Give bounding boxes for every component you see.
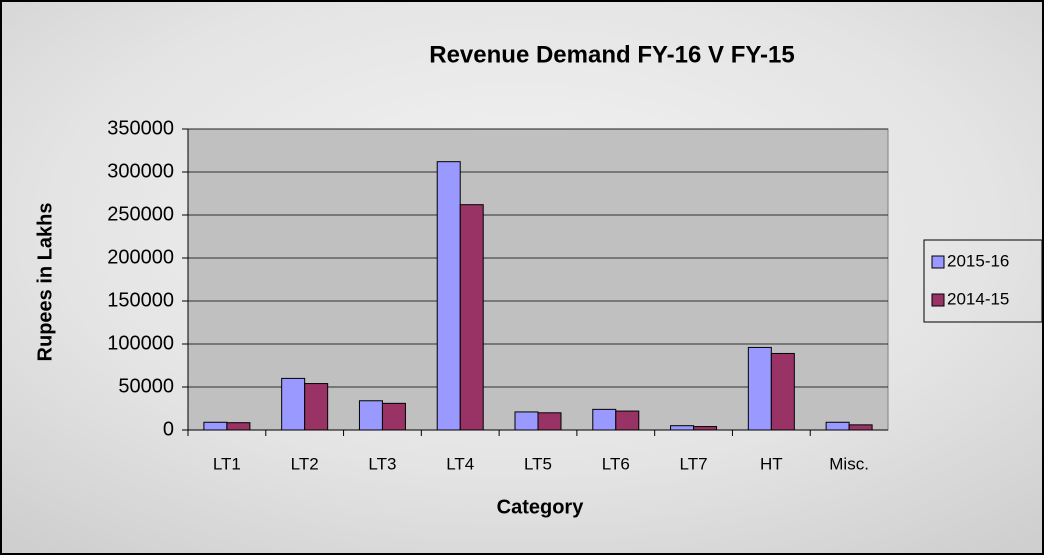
bar [514,411,539,431]
x-axis-label: Category [497,496,585,518]
bar [381,402,406,431]
y-tick-label: 100000 [107,332,174,354]
legend-label: 2015-16 [947,251,1009,270]
y-tick-label: 50000 [118,375,174,397]
x-tick-label: LT6 [602,454,630,473]
bar [459,204,484,431]
x-tick-label: LT4 [446,454,474,473]
bar [304,383,329,431]
bar [770,352,795,431]
legend-label: 2014-15 [947,289,1009,308]
x-tick-label: LT7 [680,454,708,473]
y-tick-label: 250000 [107,203,174,225]
bar [592,408,617,431]
x-tick-label: LT3 [368,454,396,473]
y-tick-label: 350000 [107,117,174,139]
y-axis-label: Rupees in Lakhs [34,203,56,362]
bar [537,412,562,431]
bar [825,421,850,431]
bar [281,377,306,431]
x-tick-label: LT1 [213,454,241,473]
legend-box [923,239,1043,323]
x-tick-label: LT2 [291,454,319,473]
x-tick-label: Misc. [829,454,869,473]
y-tick-label: 300000 [107,160,174,182]
bar [848,424,873,431]
bar [436,161,461,431]
y-tick-label: 0 [163,418,174,440]
bar [226,422,251,431]
x-tick-label: HT [760,454,783,473]
bar [747,346,772,431]
bar [670,425,695,431]
y-tick-label: 150000 [107,289,174,311]
bar [693,426,718,431]
chart-title: Revenue Demand FY-16 V FY-15 [429,41,794,68]
bar [203,421,228,431]
y-tick-label: 200000 [107,246,174,268]
legend-swatch [931,293,945,307]
bar [358,400,383,431]
x-tick-label: LT5 [524,454,552,473]
bar [615,410,640,431]
legend-swatch [931,255,945,269]
